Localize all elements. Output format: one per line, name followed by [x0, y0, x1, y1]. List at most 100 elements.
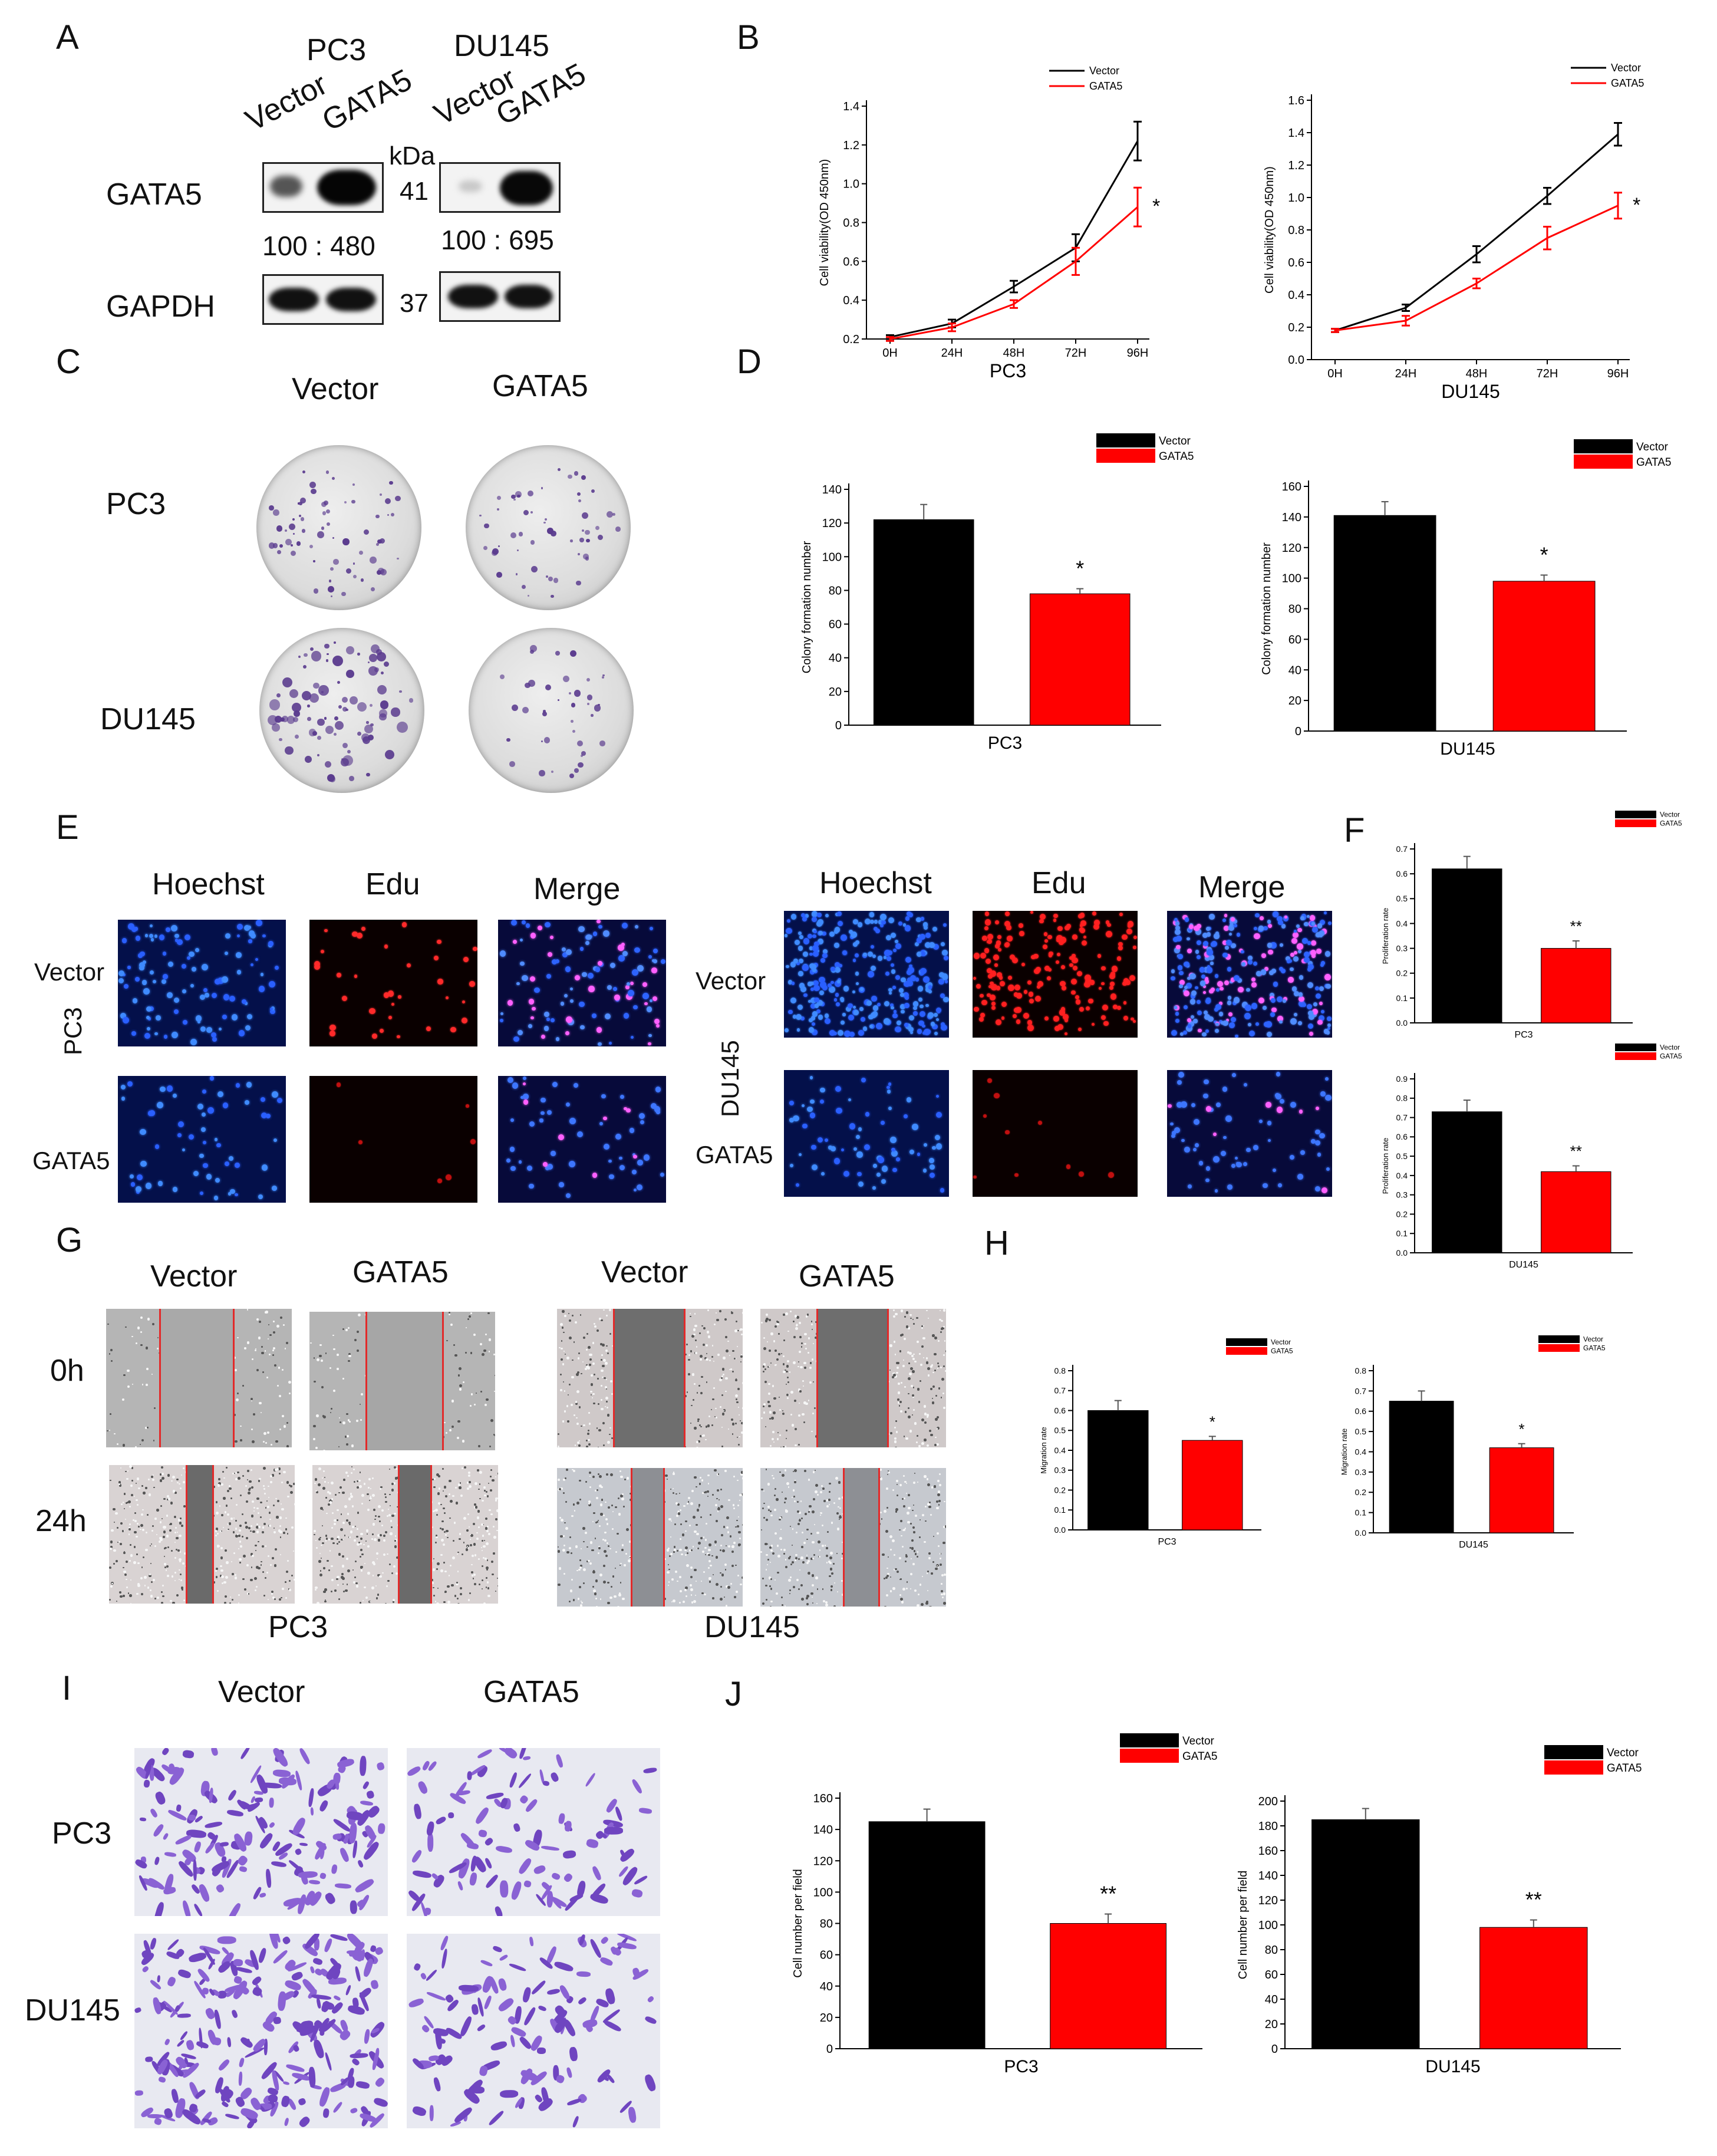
cell-speck	[314, 1380, 317, 1383]
cell-speck	[941, 1319, 943, 1322]
cell-speck	[678, 1601, 681, 1604]
nucleus	[352, 931, 358, 937]
cell-speck	[566, 1356, 569, 1360]
colony-dot	[496, 495, 502, 501]
cell-speck	[738, 1530, 741, 1533]
nucleus	[835, 962, 840, 967]
nucleus	[619, 1156, 622, 1160]
nucleus	[1277, 916, 1283, 922]
cell-speck	[283, 1425, 286, 1428]
cell-speck	[176, 1549, 178, 1551]
nucleus	[149, 970, 154, 975]
nucleus	[633, 1154, 638, 1159]
cell-speck	[898, 1382, 900, 1385]
blot-gapdh-du145	[439, 271, 561, 322]
colony-dot	[570, 539, 573, 542]
cell-speck	[711, 1494, 714, 1496]
cell-speck	[909, 1367, 913, 1371]
cell-speck	[166, 1514, 169, 1517]
cell-speck	[722, 1413, 725, 1416]
cell-speck	[905, 1492, 907, 1494]
nucleus	[906, 969, 912, 976]
cell-speck	[740, 1471, 743, 1474]
cell-speck	[563, 1544, 566, 1546]
nucleus	[177, 1133, 182, 1137]
cell-speck	[795, 1324, 799, 1327]
nucleus	[898, 921, 902, 926]
cell-speck	[705, 1439, 707, 1441]
nucleus	[1320, 919, 1326, 925]
nucleus	[1016, 992, 1022, 999]
cell-speck	[436, 1535, 438, 1537]
nucleus	[1007, 975, 1013, 980]
cell-speck	[701, 1592, 704, 1595]
cell-speck	[598, 1525, 601, 1528]
panel-label-i: I	[62, 1669, 72, 1707]
cell-speck	[811, 1574, 815, 1577]
cell-speck	[892, 1587, 895, 1590]
cell-speck	[688, 1524, 691, 1526]
colony-dot	[292, 533, 295, 535]
cell-speck	[720, 1488, 723, 1491]
nucleus	[1205, 1166, 1210, 1171]
cell-speck	[927, 1367, 930, 1371]
cell-speck	[473, 1573, 476, 1576]
nucleus	[1092, 911, 1097, 916]
colony-dot	[615, 526, 621, 532]
colony-dot	[302, 665, 307, 669]
cell-speck	[436, 1602, 439, 1604]
cell-speck	[802, 1561, 805, 1564]
cell-speck	[734, 1526, 737, 1528]
cell-speck	[782, 1355, 785, 1358]
cell-speck	[786, 1376, 789, 1379]
nucleus	[813, 985, 820, 992]
cell-speck	[925, 1601, 928, 1604]
cell-speck	[707, 1309, 710, 1311]
cell-speck	[690, 1566, 693, 1569]
cell-speck	[230, 1596, 232, 1598]
cell-speck	[470, 1544, 473, 1547]
mw-label-41: 41	[400, 177, 429, 206]
nucleus	[803, 993, 808, 998]
cell-speck	[901, 1497, 904, 1500]
cell-speck	[894, 1568, 896, 1571]
cell-speck	[601, 1407, 604, 1411]
cell-speck	[496, 1509, 498, 1512]
scratch-edge-line	[816, 1309, 818, 1447]
edu-du145-header-edu: Edu	[1031, 866, 1086, 900]
cell-speck	[315, 1546, 318, 1549]
nucleus	[1206, 949, 1213, 956]
colony-dot	[269, 505, 274, 511]
cell-speck	[251, 1440, 255, 1443]
cell-speck	[347, 1512, 350, 1515]
cell-speck	[802, 1380, 805, 1383]
migrated-cell	[357, 1859, 364, 1868]
cell-speck	[790, 1576, 792, 1578]
cell-speck	[810, 1592, 813, 1595]
scratch-edge-line	[684, 1309, 686, 1447]
cell-speck	[279, 1553, 282, 1556]
nucleus	[608, 1041, 612, 1045]
nucleus	[605, 1013, 611, 1020]
cell-speck	[342, 1538, 344, 1541]
cell-speck	[250, 1578, 253, 1582]
cell-speck	[695, 1580, 697, 1582]
cell-speck	[724, 1569, 727, 1571]
cell-speck	[908, 1377, 911, 1381]
cell-speck	[476, 1532, 478, 1534]
cell-speck	[355, 1560, 357, 1562]
cell-speck	[725, 1585, 729, 1588]
nucleus	[224, 952, 229, 956]
cell-speck	[705, 1553, 707, 1555]
cell-speck	[919, 1519, 921, 1520]
cell-speck	[441, 1539, 444, 1542]
scratch-edge-line	[442, 1312, 444, 1450]
cell-speck	[244, 1521, 248, 1524]
colony-dot	[293, 716, 299, 722]
cell-speck	[910, 1558, 912, 1559]
nucleus	[1280, 1098, 1285, 1104]
nucleus	[1291, 938, 1297, 944]
cell-speck	[340, 1513, 342, 1515]
cell-speck	[717, 1507, 721, 1510]
nucleus	[1188, 1021, 1194, 1028]
